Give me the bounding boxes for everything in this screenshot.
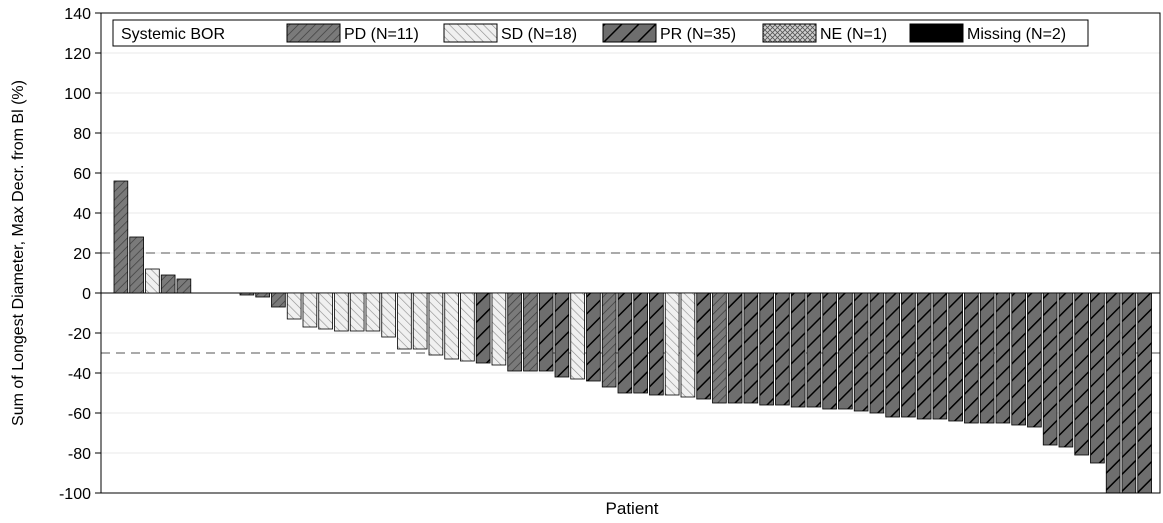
bar-pr <box>790 292 806 408</box>
bar-pr <box>696 292 711 400</box>
bar-sd <box>334 292 349 332</box>
bar-sd <box>491 292 507 366</box>
bar-sd <box>444 292 459 360</box>
legend-swatch-pr <box>602 23 657 43</box>
bar-pd <box>176 278 192 294</box>
bar-pr <box>554 292 570 378</box>
y-tick-label: 0 <box>82 286 91 303</box>
bar-pd <box>507 292 522 372</box>
bar-pr <box>1105 292 1121 494</box>
legend: Systemic BOR PD (N=11) SD (N=18) PR (N=3… <box>112 19 1089 47</box>
bar-pd <box>129 236 144 294</box>
bar-pr <box>1074 292 1089 456</box>
bar-pr <box>727 292 743 404</box>
bar-pr <box>775 292 790 406</box>
legend-label-ne: NE (N=1) <box>820 26 887 43</box>
legend-swatch-missing <box>909 23 964 43</box>
bar-pr <box>1090 292 1105 464</box>
bar-sd <box>381 292 396 338</box>
y-tick-label: 100 <box>64 86 91 103</box>
y-axis-label: Sum of Longest Diameter, Max Decr. from … <box>10 80 27 426</box>
y-tick-label: -60 <box>68 406 91 423</box>
bar-pr <box>1058 292 1074 448</box>
bar-pd <box>239 292 255 296</box>
legend-title: Systemic BOR <box>121 26 225 43</box>
y-tick-label: 80 <box>73 126 91 143</box>
bar-pd <box>113 180 129 294</box>
bar-sd <box>428 292 444 356</box>
bar-pr <box>853 292 869 412</box>
bar-pr <box>633 292 648 394</box>
bar-pd <box>271 292 286 308</box>
bar-sd <box>318 292 333 330</box>
bar-pr <box>649 292 664 396</box>
bar-pr <box>885 292 900 418</box>
bar-pd <box>523 292 538 372</box>
y-tick-label: -100 <box>59 486 91 503</box>
bar-pr <box>1011 292 1026 426</box>
bar-sd <box>397 292 412 350</box>
bar-sd <box>570 292 585 380</box>
bar-sd <box>286 292 302 320</box>
legend-swatch-pd <box>286 23 341 43</box>
y-tick-label: -20 <box>68 326 91 343</box>
bar-pr <box>979 292 995 424</box>
bar-sd <box>349 292 365 332</box>
bar-pr <box>916 292 932 420</box>
bar-pr <box>932 292 948 420</box>
bar-pr <box>1137 292 1152 494</box>
bar-sd <box>664 292 680 396</box>
bars-group <box>113 180 1152 494</box>
y-tick-label: 60 <box>73 166 91 183</box>
legend-label-sd: SD (N=18) <box>501 26 577 43</box>
bar-pr <box>964 292 979 424</box>
legend-label-missing: Missing (N=2) <box>967 26 1066 43</box>
x-axis-label: Patient <box>606 499 659 518</box>
bar-sd <box>680 292 696 398</box>
y-axis: -100 -80 -60 -40 -20 0 20 40 60 80 100 120 140 <box>59 6 101 503</box>
bar-pd <box>712 292 727 404</box>
bar-pr <box>901 292 916 418</box>
y-tick-label: -80 <box>68 446 91 463</box>
bar-pr <box>743 292 759 404</box>
bar-pr <box>759 292 774 406</box>
legend-label-pr: PR (N=35) <box>660 26 736 43</box>
bar-pd <box>160 274 176 294</box>
legend-swatch-sd <box>443 23 498 43</box>
bar-sd <box>460 292 475 362</box>
bar-sd <box>145 268 160 294</box>
bar-pr <box>617 292 633 394</box>
bar-pr <box>822 292 837 410</box>
y-tick-label: 20 <box>73 246 91 263</box>
bar-pr <box>948 292 963 422</box>
y-tick-label: -40 <box>68 366 91 383</box>
bar-pr <box>869 292 885 414</box>
y-tick-label: 140 <box>64 6 91 23</box>
bar-pr <box>1027 292 1042 428</box>
bar-pd <box>255 292 270 298</box>
bar-pr <box>995 292 1011 424</box>
legend-label-pd: PD (N=11) <box>344 26 419 43</box>
bar-pr <box>838 292 853 410</box>
bar-pr <box>806 292 822 408</box>
bar-pd <box>601 292 617 388</box>
bar-pr <box>586 292 601 382</box>
bar-pr <box>1042 292 1058 446</box>
y-tick-label: 120 <box>64 46 91 63</box>
bar-sd <box>302 292 318 328</box>
plot-frame <box>100 12 1161 494</box>
bar-pr <box>538 292 554 372</box>
legend-swatch-ne <box>762 23 817 43</box>
bar-sd <box>365 292 381 332</box>
bar-pr <box>1121 292 1137 494</box>
bar-sd <box>412 292 428 350</box>
y-tick-label: 40 <box>73 206 91 223</box>
bar-pr <box>475 292 491 364</box>
